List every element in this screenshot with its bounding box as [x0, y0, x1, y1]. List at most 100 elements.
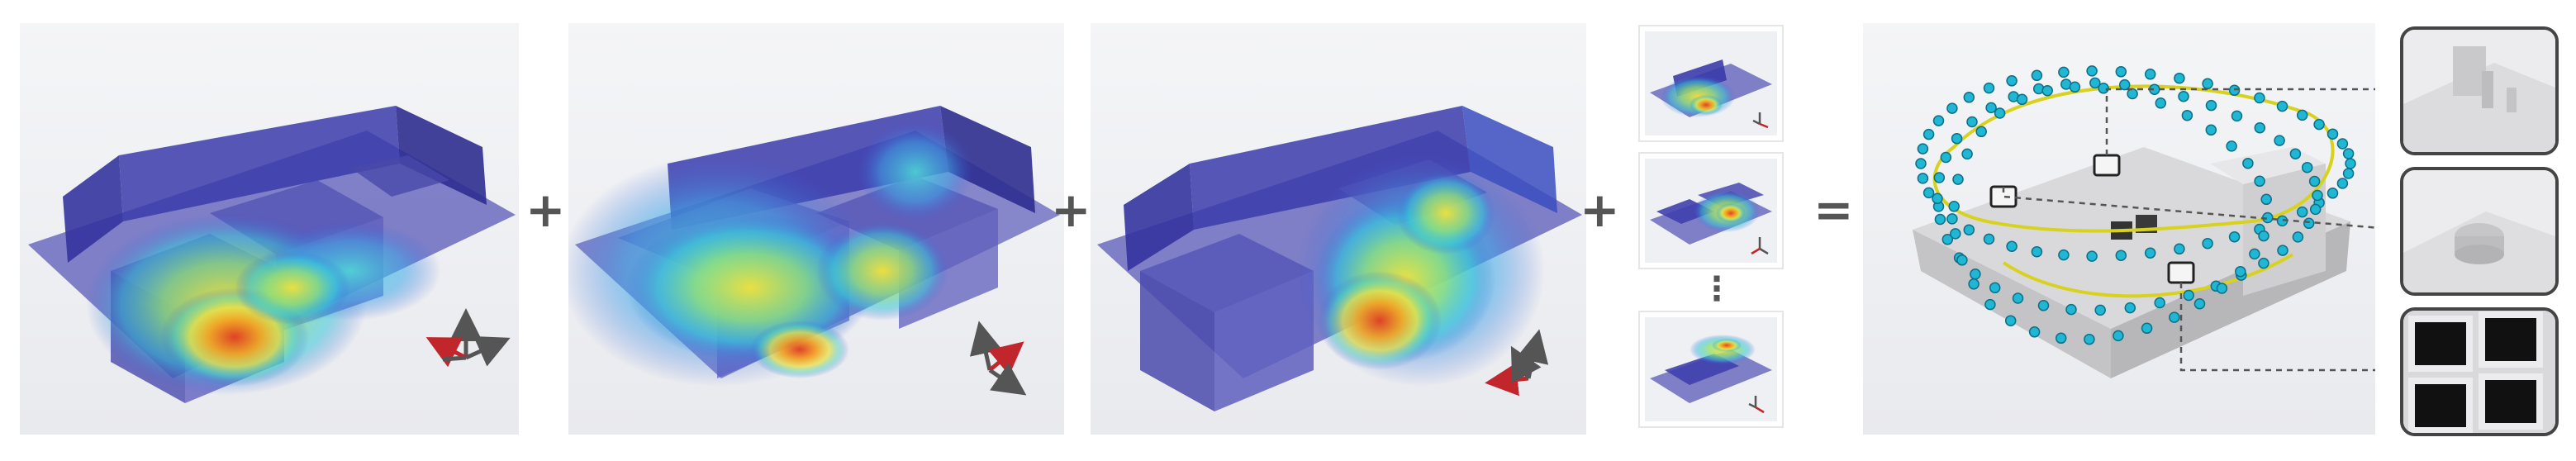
camera-marker [2254, 121, 2266, 134]
camera-marker [1989, 282, 2001, 294]
axis-triad-icon [969, 321, 1027, 396]
camera-marker [2193, 297, 2206, 310]
camera-marker [2016, 93, 2028, 106]
camera-marker [2174, 72, 2185, 84]
camera-marker [2289, 148, 2302, 159]
heatmap-thumbnail-3 [1640, 312, 1782, 426]
ellipsis-icon: ⋮ [1700, 270, 1733, 308]
camera-marker [1917, 143, 1929, 154]
camera-marker [2113, 330, 2124, 342]
detail-crop-3 [2400, 307, 2559, 436]
camera-marker [1963, 224, 1975, 235]
equals-operator: = [1813, 182, 1854, 238]
camera-marker [2313, 118, 2325, 131]
camera-marker [2124, 302, 2136, 314]
camera-marker [2004, 315, 2017, 326]
camera-marker [2084, 333, 2095, 345]
camera-marker [2296, 206, 2308, 218]
camera-marker [2254, 175, 2265, 188]
camera-marker [1946, 102, 1958, 114]
camera-marker [2127, 88, 2138, 100]
camera-marker [2037, 300, 2050, 311]
camera-marker [2260, 193, 2272, 206]
camera-marker [2089, 77, 2101, 89]
camera-marker [2028, 326, 2041, 338]
camera-marker [1940, 151, 1952, 164]
camera-marker [2058, 249, 2070, 261]
camera-marker [2144, 247, 2156, 259]
camera-marker [2118, 78, 2131, 91]
camera-marker [1975, 126, 1987, 138]
camera-marker [2336, 138, 2349, 150]
camera-marker [2041, 84, 2053, 97]
camera-marker [2202, 237, 2213, 250]
camera-marker [1970, 269, 1981, 280]
camera-marker [2226, 140, 2237, 152]
camera-marker [2345, 158, 2356, 169]
camera-marker [2012, 292, 2024, 304]
camera-marker [1994, 107, 2006, 119]
camera-marker [2181, 109, 2193, 121]
camera-marker [2258, 230, 2269, 242]
camera-marker [2205, 124, 2217, 136]
camera-marker [1917, 173, 1929, 184]
camera-marker [2303, 217, 2315, 230]
camera-marker [2276, 100, 2288, 112]
camera-marker [1933, 172, 1946, 183]
camera-marker [2115, 66, 2127, 78]
camera-marker [2202, 78, 2213, 90]
camera-marker [2342, 168, 2355, 179]
camera-marker [2296, 109, 2308, 121]
camera-marker [1961, 148, 1973, 160]
heatmap-thumbnail-1 [1640, 26, 1782, 140]
camera-marker [2292, 231, 2304, 243]
camera-marker [2155, 97, 2167, 109]
camera-marker [2228, 230, 2241, 243]
camera-marker [1922, 128, 1935, 140]
detail-crop-1 [2400, 26, 2559, 155]
camera-marker [1932, 115, 1945, 126]
camera-marker [1966, 116, 1978, 128]
camera-marker [2216, 283, 2228, 294]
reconstruction-result [1863, 23, 2375, 435]
camera-marker [2055, 332, 2067, 345]
camera-marker [2065, 303, 2077, 316]
camera-marker [2069, 81, 2081, 93]
camera-marker [2031, 245, 2043, 258]
camera-marker [2144, 69, 2156, 80]
camera-marker [1922, 187, 1935, 199]
camera-marker [1934, 213, 1946, 226]
camera-marker [1985, 102, 1997, 114]
camera-marker [2178, 90, 2189, 102]
heatmap-view-3 [1091, 23, 1586, 435]
camera-marker [2086, 250, 2098, 262]
camera-marker [1946, 213, 1958, 225]
camera-marker [2274, 135, 2285, 146]
camera-marker [2258, 257, 2269, 269]
camera-marker [2254, 92, 2265, 104]
camera-marker [2169, 311, 2180, 323]
camera-marker [2249, 248, 2260, 260]
camera-marker [1950, 228, 1961, 240]
camera-marker [2309, 203, 2322, 216]
heatmap-view-2 [568, 23, 1064, 435]
camera-marker [1956, 254, 1968, 266]
camera-marker [2205, 99, 2217, 112]
plus-operator-3: + [1580, 182, 1620, 238]
camera-marker [1942, 234, 1954, 245]
camera-marker [2154, 297, 2165, 309]
camera-marker [2326, 128, 2339, 140]
camera-marker [2141, 322, 2153, 335]
camera-marker [2031, 69, 2043, 82]
camera-marker [2277, 245, 2288, 256]
camera-marker [1968, 278, 1980, 290]
camera-marker [1932, 192, 1943, 205]
plus-operator-1: + [525, 182, 566, 238]
camera-marker [2086, 65, 2098, 77]
camera-marker [2174, 243, 2185, 255]
camera-marker [2006, 75, 2018, 87]
camera-marker [2115, 250, 2127, 261]
camera-marker [2312, 189, 2323, 202]
axis-triad-icon [1485, 329, 1549, 397]
camera-marker [2242, 157, 2254, 169]
